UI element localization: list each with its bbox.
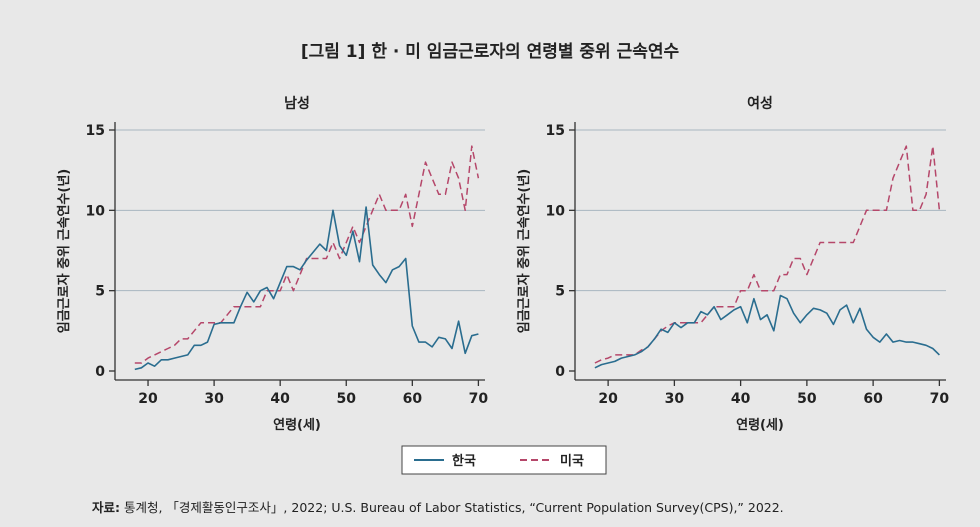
x-tick-label-female-40: 40 <box>731 391 751 407</box>
x-tick-label-female-70: 70 <box>930 391 950 407</box>
source-note: 자료: 통계청, 「경제활동인구조사」, 2022; U.S. Bureau o… <box>92 497 784 516</box>
y-tick-label-male-0: 0 <box>95 364 105 380</box>
ticks-female: 0 5 10 15 20 30 40 50 60 70 <box>546 123 950 407</box>
y-axis-label-male: 임금근로자 중위 근속연수(년) <box>57 169 72 333</box>
legend: 한국 미국 <box>401 445 607 475</box>
x-axis-label-male: 연령(세) <box>273 418 321 433</box>
y-tick-label-female-15: 15 <box>546 123 565 139</box>
x-tick-label-female-30: 30 <box>665 391 685 407</box>
x-tick-label-male-30: 30 <box>204 391 224 407</box>
source-label: 자료: <box>92 500 120 515</box>
y-tick-label-female-0: 0 <box>555 364 565 380</box>
legend-label-korea: 한국 <box>452 453 476 469</box>
source-text: 통계청, 「경제활동인구조사」, 2022; U.S. Bureau of La… <box>123 500 784 515</box>
x-tick-label-male-40: 40 <box>270 391 290 407</box>
y-tick-label-male-10: 10 <box>86 203 106 219</box>
y-tick-label-male-5: 5 <box>95 284 105 300</box>
gridlines-female <box>575 129 946 292</box>
figure-title: [그림 1] 한 · 미 임금근로자의 연령별 중위 근속연수 <box>301 41 680 62</box>
series-line-us-female <box>594 145 941 364</box>
x-tick-label-male-70: 70 <box>469 391 489 407</box>
legend-label-us: 미국 <box>560 453 584 469</box>
series-line-us-male <box>134 145 480 364</box>
x-tick-label-male-60: 60 <box>403 391 423 407</box>
panel-title-female: 여성 <box>747 95 773 112</box>
x-tick-label-female-20: 20 <box>598 391 618 407</box>
chart-panel-female: 여성 0 5 10 15 20 30 40 50 60 70 연령(세) 임금근로자 중위 근속연… <box>517 95 949 433</box>
x-axis-label-female: 연령(세) <box>736 418 784 433</box>
series-male <box>134 145 480 371</box>
y-tick-label-female-5: 5 <box>555 284 565 300</box>
series-line-korea-male <box>134 206 479 371</box>
y-axis-label-female: 임금근로자 중위 근속연수(년) <box>517 169 532 333</box>
gridlines-male <box>115 129 485 292</box>
x-tick-label-male-20: 20 <box>138 391 158 407</box>
x-tick-label-male-50: 50 <box>337 391 357 407</box>
y-tick-label-female-10: 10 <box>546 203 566 219</box>
panel-title-male: 남성 <box>284 95 310 112</box>
x-tick-label-female-60: 60 <box>863 391 883 407</box>
x-tick-label-female-50: 50 <box>797 391 817 407</box>
ticks-male: 0 5 10 15 20 30 40 50 60 70 <box>86 123 489 407</box>
series-line-korea-female <box>594 294 940 369</box>
y-tick-label-male-15: 15 <box>86 123 105 139</box>
series-female <box>594 145 941 369</box>
chart-panel-male: 남성 0 5 10 15 20 30 40 50 60 70 연령(세) 임금근로자 중위 근속연… <box>57 95 488 433</box>
